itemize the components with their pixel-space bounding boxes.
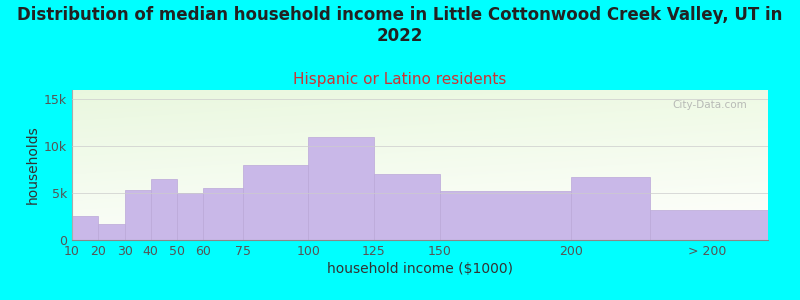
Bar	[440, 191, 571, 240]
Bar	[242, 165, 308, 240]
Bar	[72, 216, 98, 240]
Bar	[650, 210, 768, 240]
Bar	[203, 188, 242, 240]
Bar	[125, 190, 150, 240]
Bar	[98, 224, 125, 240]
Text: Hispanic or Latino residents: Hispanic or Latino residents	[294, 72, 506, 87]
Bar	[571, 177, 650, 240]
Text: Distribution of median household income in Little Cottonwood Creek Valley, UT in: Distribution of median household income …	[18, 6, 782, 45]
Bar	[308, 137, 374, 240]
Text: City-Data.com: City-Data.com	[672, 100, 747, 110]
Bar	[374, 174, 440, 240]
Y-axis label: households: households	[26, 126, 40, 204]
Bar	[177, 193, 203, 240]
Bar	[150, 179, 177, 240]
X-axis label: household income ($1000): household income ($1000)	[327, 262, 513, 276]
